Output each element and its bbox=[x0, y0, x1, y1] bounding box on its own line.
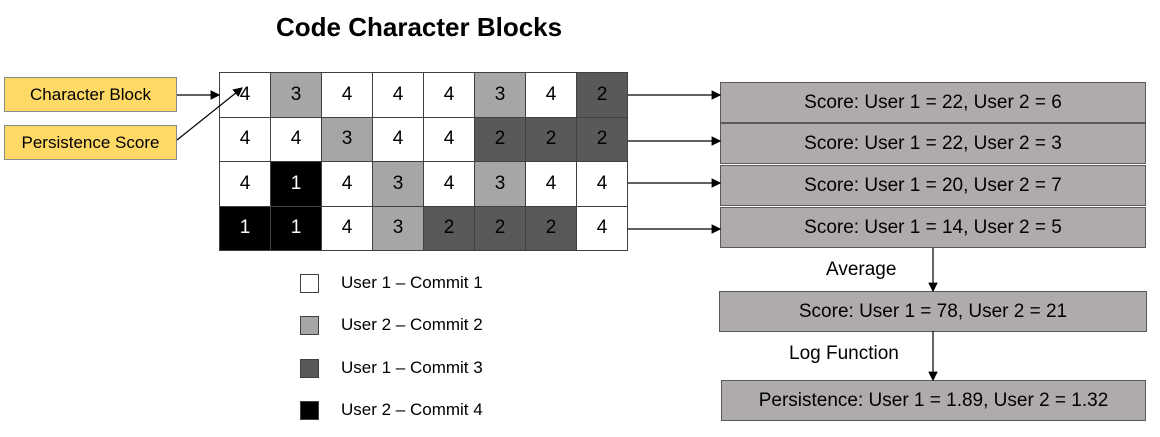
grid-cell: 3 bbox=[475, 162, 526, 207]
grid-cell: 4 bbox=[526, 73, 577, 118]
row-score-1: Score: User 1 = 22, User 2 = 6 bbox=[720, 82, 1146, 123]
grid-cell: 4 bbox=[220, 162, 271, 207]
grid-cell: 4 bbox=[424, 117, 475, 162]
grid-cell: 4 bbox=[220, 117, 271, 162]
grid-cell: 4 bbox=[424, 162, 475, 207]
grid-cell: 3 bbox=[373, 206, 424, 251]
grid-cell: 3 bbox=[322, 117, 373, 162]
grid-cell: 4 bbox=[220, 73, 271, 118]
log-function-label: Log Function bbox=[789, 343, 899, 364]
legend-swatch bbox=[300, 358, 319, 378]
grid-cell: 4 bbox=[373, 73, 424, 118]
grid-cell: 1 bbox=[271, 206, 322, 251]
legend-item-user2-commit4: User 2 – Commit 4 bbox=[300, 400, 483, 420]
grid-cell: 4 bbox=[424, 73, 475, 118]
grid-cell: 4 bbox=[322, 73, 373, 118]
grid-cell: 2 bbox=[526, 117, 577, 162]
callout-persistence-score: Persistence Score bbox=[4, 125, 177, 160]
average-label: Average bbox=[826, 259, 897, 280]
grid-cell: 1 bbox=[271, 162, 322, 207]
legend-swatch bbox=[300, 315, 319, 335]
row-score-4: Score: User 1 = 14, User 2 = 5 bbox=[720, 207, 1146, 248]
legend-swatch bbox=[300, 273, 319, 293]
grid-cell: 2 bbox=[475, 117, 526, 162]
legend-label: User 1 – Commit 1 bbox=[341, 273, 483, 292]
row-score-2: Score: User 1 = 22, User 2 = 3 bbox=[720, 123, 1146, 164]
grid-cell: 4 bbox=[577, 206, 628, 251]
legend-item-user1-commit3: User 1 – Commit 3 bbox=[300, 358, 483, 378]
arrow-persistence-score bbox=[176, 87, 243, 141]
persistence-result: Persistence: User 1 = 1.89, User 2 = 1.3… bbox=[721, 380, 1146, 421]
grid-cell: 2 bbox=[475, 206, 526, 251]
grid-cell: 2 bbox=[526, 206, 577, 251]
grid-cell: 2 bbox=[424, 206, 475, 251]
grid-cell: 4 bbox=[271, 117, 322, 162]
legend-label: User 2 – Commit 2 bbox=[341, 315, 483, 334]
legend-label: User 1 – Commit 3 bbox=[341, 358, 483, 377]
grid-cell: 2 bbox=[577, 117, 628, 162]
diagram-title: Code Character Blocks bbox=[276, 12, 563, 42]
grid-cell: 2 bbox=[577, 73, 628, 118]
grid-cell: 3 bbox=[475, 73, 526, 118]
legend-item-user2-commit2: User 2 – Commit 2 bbox=[300, 315, 483, 335]
grid-cell: 4 bbox=[577, 162, 628, 207]
grid-cell: 1 bbox=[220, 206, 271, 251]
grid-cell: 4 bbox=[322, 162, 373, 207]
grid-cell: 4 bbox=[373, 117, 424, 162]
callout-character-block: Character Block bbox=[4, 77, 177, 112]
legend-swatch bbox=[300, 400, 319, 420]
grid-cell: 4 bbox=[322, 206, 373, 251]
grid-cell: 3 bbox=[373, 162, 424, 207]
row-score-3: Score: User 1 = 20, User 2 = 7 bbox=[720, 165, 1146, 206]
grid-cell: 3 bbox=[271, 73, 322, 118]
average-score: Score: User 1 = 78, User 2 = 21 bbox=[719, 291, 1147, 332]
legend-item-user1-commit1: User 1 – Commit 1 bbox=[300, 273, 483, 293]
grid-cell: 4 bbox=[526, 162, 577, 207]
legend-label: User 2 – Commit 4 bbox=[341, 400, 483, 419]
